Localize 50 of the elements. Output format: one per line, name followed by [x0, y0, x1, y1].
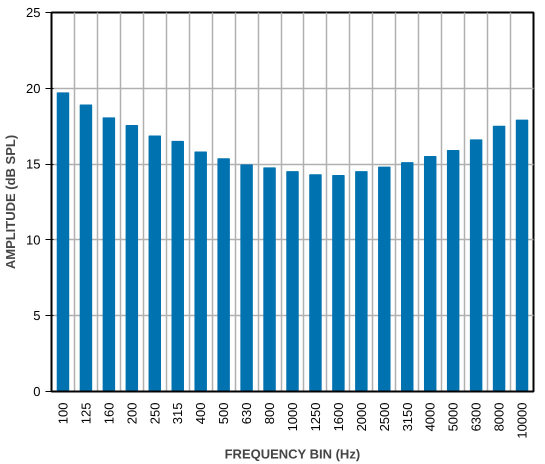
bar — [309, 174, 322, 392]
x-axis-title: FREQUENCY BIN (Hz) — [224, 446, 360, 462]
y-axis-title: AMPLITUDE (dB SPL) — [3, 134, 18, 270]
bar — [240, 164, 253, 392]
y-tick-label: 25 — [26, 5, 41, 20]
x-tick-label: 1000 — [285, 402, 300, 432]
bar — [492, 126, 506, 392]
x-tick-label: 3150 — [400, 402, 415, 432]
y-tick-label: 20 — [26, 80, 41, 96]
y-tick-label: 10 — [26, 232, 41, 248]
x-tick-label: 2500 — [376, 402, 392, 432]
bar — [378, 166, 391, 392]
bar — [217, 158, 230, 392]
x-tick-label: 800 — [262, 402, 278, 424]
bar — [446, 150, 460, 392]
x-tick-label: 100 — [55, 402, 70, 424]
x-tick-label: 4000 — [422, 402, 438, 432]
x-tick-label: 1250 — [308, 402, 323, 432]
bar — [56, 92, 70, 392]
bar — [355, 171, 368, 392]
bar — [263, 167, 276, 392]
y-tick-label: 0 — [33, 384, 41, 399]
bar — [148, 136, 162, 392]
x-tick-label: 160 — [101, 402, 116, 424]
bar — [516, 120, 528, 392]
bar — [470, 139, 482, 392]
bar — [424, 156, 436, 392]
bar — [286, 171, 299, 392]
y-tick-label: 15 — [26, 156, 41, 172]
y-tick-label: 5 — [33, 308, 41, 324]
x-tick-label: 5000 — [446, 402, 461, 432]
bar — [126, 124, 138, 392]
bar — [102, 117, 116, 392]
bar — [194, 151, 207, 392]
bar — [401, 162, 414, 392]
x-tick-label: 1600 — [330, 402, 346, 432]
bar — [172, 140, 184, 392]
x-tick-label: 125 — [78, 402, 94, 424]
x-tick-label: 10000 — [514, 402, 530, 439]
x-tick-label: 400 — [193, 402, 208, 424]
x-tick-label: 500 — [216, 402, 232, 424]
x-tick-label: 315 — [170, 402, 186, 424]
x-tick-label: 6300 — [468, 402, 484, 432]
x-tick-label: 250 — [147, 402, 162, 424]
bar — [80, 104, 92, 392]
bar — [332, 174, 345, 392]
x-tick-label: 200 — [124, 402, 140, 424]
x-tick-label: 8000 — [492, 402, 507, 432]
x-tick-label: 630 — [239, 402, 254, 424]
x-tick-label: 2000 — [354, 402, 369, 432]
